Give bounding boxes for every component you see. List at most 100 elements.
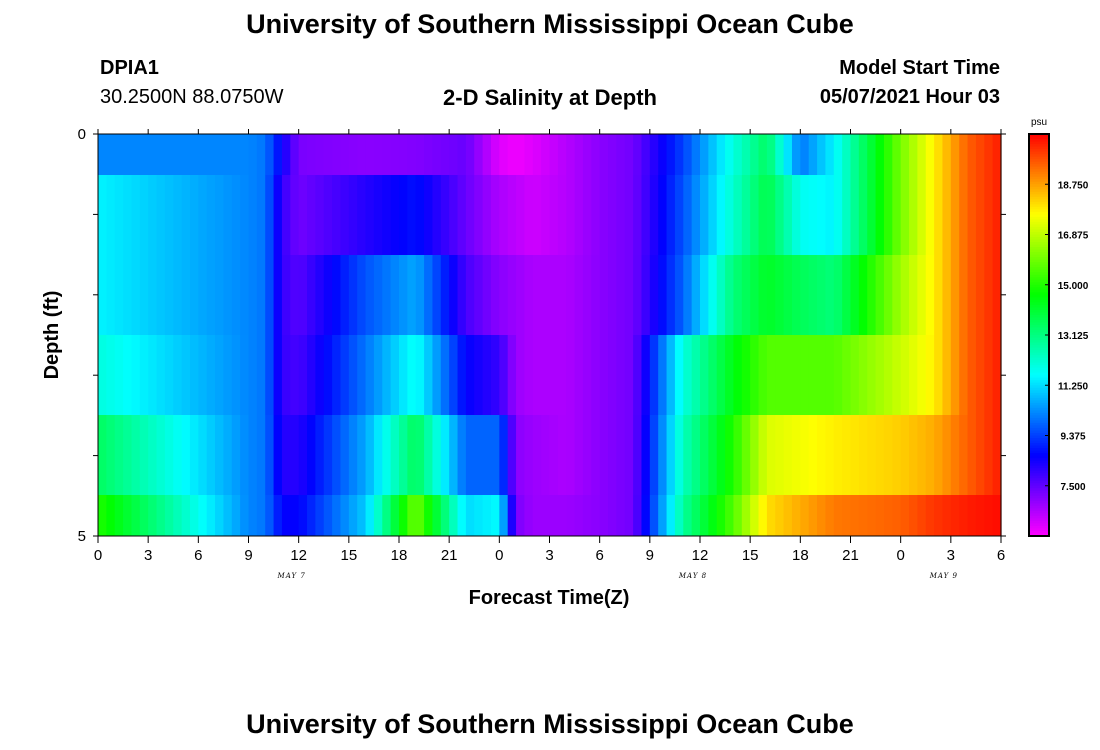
heatmap-cell — [716, 335, 726, 415]
heatmap-cell — [206, 415, 216, 495]
heatmap-cell — [164, 495, 174, 536]
colorbar-segment — [1029, 191, 1049, 195]
colorbar-segment — [1029, 427, 1049, 431]
heatmap-cell — [373, 134, 383, 175]
x-tick-label: 0 — [495, 547, 503, 564]
heatmap-cell — [457, 134, 467, 175]
heatmap-cell — [608, 495, 617, 536]
colorbar-segment — [1029, 375, 1049, 379]
heatmap-cell — [123, 175, 133, 255]
colorbar-segment — [1029, 194, 1049, 198]
heatmap-cell — [532, 495, 542, 536]
colorbar-tick-label: 11.250 — [1058, 381, 1088, 392]
heatmap-cell — [465, 134, 475, 175]
heatmap-cell — [883, 415, 893, 495]
heatmap-cell — [992, 175, 1002, 255]
heatmap-cell — [624, 415, 634, 495]
heatmap-cell — [532, 255, 542, 335]
colorbar-segment — [1029, 407, 1049, 411]
heatmap-cell — [432, 175, 442, 255]
x-tick-label: 15 — [340, 547, 357, 564]
heatmap-cell — [332, 335, 342, 415]
heatmap-cell — [482, 134, 492, 175]
heatmap-cells — [98, 134, 1002, 536]
heatmap-cell — [984, 175, 994, 255]
heatmap-cell — [173, 134, 183, 175]
heatmap-cell — [382, 175, 392, 255]
heatmap-cell — [984, 255, 994, 335]
colorbar-segment — [1029, 470, 1049, 474]
heatmap-cell — [599, 415, 609, 495]
heatmap-cell — [666, 175, 676, 255]
heatmap-cell — [390, 134, 400, 175]
heatmap-cell — [842, 175, 852, 255]
heatmap-cell — [189, 335, 199, 415]
heatmap-cell — [791, 495, 801, 536]
heatmap-cell — [490, 415, 500, 495]
heatmap-cell — [733, 335, 743, 415]
heatmap-cell — [156, 415, 166, 495]
heatmap-cell — [490, 175, 500, 255]
heatmap-cell — [206, 175, 216, 255]
colorbar-segment — [1029, 350, 1049, 354]
heatmap-cell — [683, 335, 693, 415]
heatmap-cell — [608, 335, 617, 415]
heatmap-cell — [189, 415, 199, 495]
colorbar-segment — [1029, 362, 1049, 366]
heatmap-cell — [424, 495, 434, 536]
heatmap-cell — [566, 495, 576, 536]
heatmap-cell — [189, 175, 199, 255]
heatmap-cell — [666, 335, 676, 415]
heatmap-cell — [256, 134, 266, 175]
heatmap-cell — [909, 175, 918, 255]
colorbar-segment — [1029, 498, 1049, 502]
colorbar-segment — [1029, 387, 1049, 391]
heatmap-cell — [975, 495, 985, 536]
heatmap-cell — [256, 495, 266, 536]
heatmap-cell — [867, 495, 877, 536]
heatmap-cell — [240, 134, 250, 175]
heatmap-cell — [98, 495, 107, 536]
heatmap-cell — [265, 255, 275, 335]
heatmap-cell — [114, 495, 124, 536]
heatmap-cell — [424, 134, 434, 175]
heatmap-cell — [323, 134, 333, 175]
heatmap-cell — [148, 495, 158, 536]
heatmap-cell — [440, 175, 450, 255]
colorbar-segment — [1029, 184, 1049, 188]
heatmap-cell — [231, 175, 241, 255]
heatmap-cell — [925, 335, 935, 415]
heatmap-cell — [449, 495, 459, 536]
colorbar-segment — [1029, 264, 1049, 268]
heatmap-cell — [390, 415, 400, 495]
colorbar-segment — [1029, 360, 1049, 364]
heatmap-cell — [917, 255, 927, 335]
colorbar-segment — [1029, 415, 1049, 419]
heatmap-cell — [858, 134, 868, 175]
heatmap-cell — [256, 175, 266, 255]
heatmap-cell — [415, 134, 425, 175]
heatmap-cell — [833, 134, 843, 175]
heatmap-cell — [348, 495, 358, 536]
heatmap-cell — [382, 255, 392, 335]
heatmap-cell — [783, 495, 793, 536]
colorbar-segment — [1029, 279, 1049, 283]
heatmap-cell — [240, 415, 250, 495]
colorbar-segment — [1029, 345, 1049, 349]
colorbar-segment — [1029, 392, 1049, 396]
heatmap-cell — [608, 255, 617, 335]
colorbar-segment — [1029, 380, 1049, 384]
colorbar-segment — [1029, 199, 1049, 203]
colorbar-segment — [1029, 196, 1049, 200]
heatmap-cell — [875, 335, 885, 415]
colorbar-segment — [1029, 443, 1049, 447]
heatmap-cell — [925, 495, 935, 536]
date-label: MAY 7 — [277, 572, 306, 580]
station-coords: 30.2500N 88.0750W — [100, 86, 284, 108]
colorbar-segment — [1029, 277, 1049, 281]
heatmap-cell — [708, 495, 718, 536]
heatmap-cell — [332, 495, 342, 536]
heatmap-cell — [240, 335, 250, 415]
colorbar-tick-label: 13.125 — [1058, 331, 1089, 342]
heatmap-cell — [775, 175, 785, 255]
